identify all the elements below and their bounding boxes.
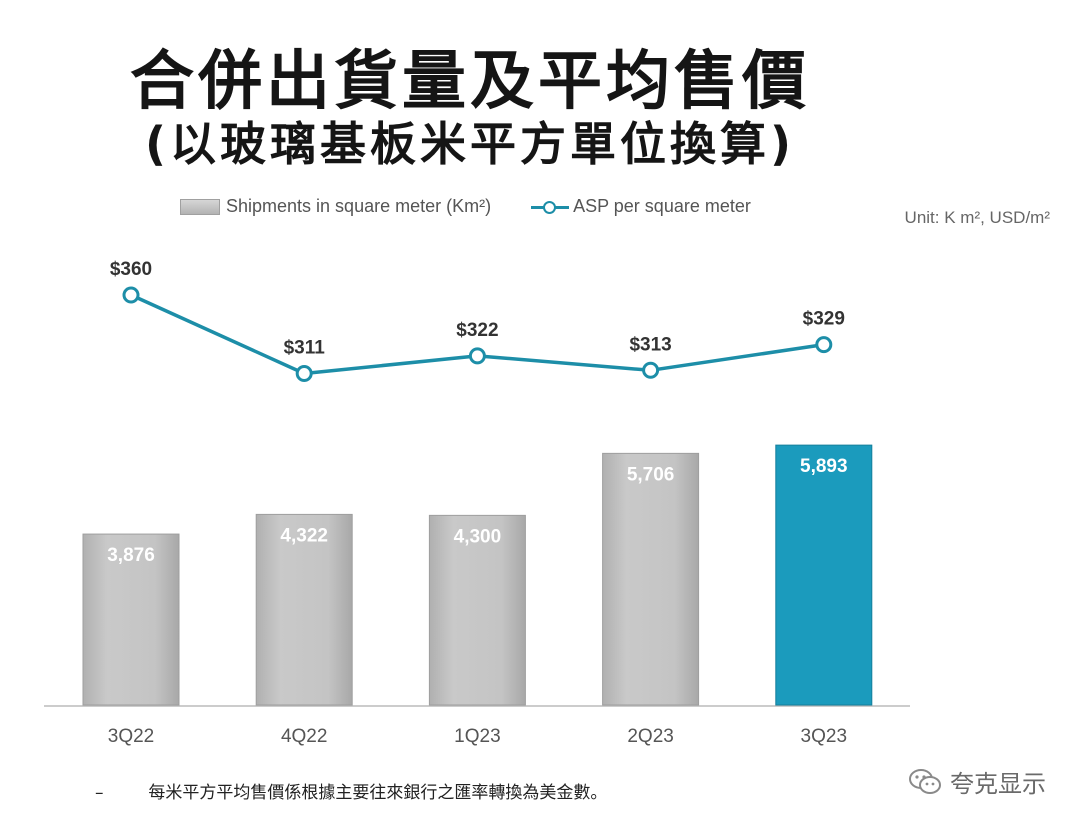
asp-label-1Q23: $322 <box>456 320 498 341</box>
legend: Shipments in square meter (Km²) ASP per … <box>180 196 751 217</box>
asp-point-4Q22 <box>295 364 313 382</box>
bar-3Q22 <box>82 533 180 706</box>
bar-label-4Q22: 4,322 <box>280 525 328 546</box>
asp-point-3Q23 <box>815 336 833 354</box>
legend-line-swatch <box>531 200 570 214</box>
asp-label-3Q23: $329 <box>803 309 845 330</box>
footnote: – 每米平方平均售價係根據主要往來銀行之匯率轉換為美金數。 <box>95 778 607 803</box>
asp-point-2Q23 <box>642 361 660 379</box>
legend-asp-label: ASP per square meter <box>573 196 751 216</box>
bar-3Q23 <box>775 444 873 706</box>
asp-label-4Q22: $311 <box>284 337 326 358</box>
asp-point-3Q22 <box>122 286 140 304</box>
legend-shipments-label: Shipments in square meter (Km²) <box>226 196 492 216</box>
watermark-text: 夸克显示 <box>950 770 1046 798</box>
x-tick-label-4Q22: 4Q22 <box>281 726 327 747</box>
x-tick-label-3Q23: 3Q23 <box>801 726 847 747</box>
bar-2Q23 <box>602 452 700 706</box>
combo-chart: 3,876 4,322 4,300 5,706 5,893 3Q22 4Q22 1Q23 2Q2… <box>44 259 910 747</box>
asp-point-1Q23 <box>468 347 486 365</box>
bar-label-1Q23: 4,300 <box>454 526 502 547</box>
bar-label-3Q23: 5,893 <box>800 456 848 477</box>
legend-bar-swatch <box>180 198 220 215</box>
bar-1Q23 <box>428 514 526 706</box>
watermark: 夸克显示 <box>908 764 1046 799</box>
unit-note: Unit: K m², USD/m² <box>904 208 1050 227</box>
bar-label-2Q23: 5,706 <box>627 464 675 485</box>
asp-label-3Q22: $360 <box>110 259 152 280</box>
x-tick-label-3Q22: 3Q22 <box>108 726 154 747</box>
footnote-dash: – <box>95 783 104 803</box>
footnote-text: 每米平方平均售價係根據主要往來銀行之匯率轉換為美金數。 <box>148 783 608 803</box>
x-tick-label-1Q23: 1Q23 <box>454 726 500 747</box>
bar-label-3Q22: 3,876 <box>107 545 155 566</box>
chart-title: 合併出貨量及平均售價 <box>130 45 810 119</box>
wechat-icon <box>909 768 941 794</box>
x-tick-label-2Q23: 2Q23 <box>627 726 673 747</box>
chart-subtitle: (以玻璃基板米平方單位換算) <box>144 117 796 171</box>
bar-4Q22 <box>255 513 353 706</box>
asp-label-2Q23: $313 <box>629 334 671 355</box>
